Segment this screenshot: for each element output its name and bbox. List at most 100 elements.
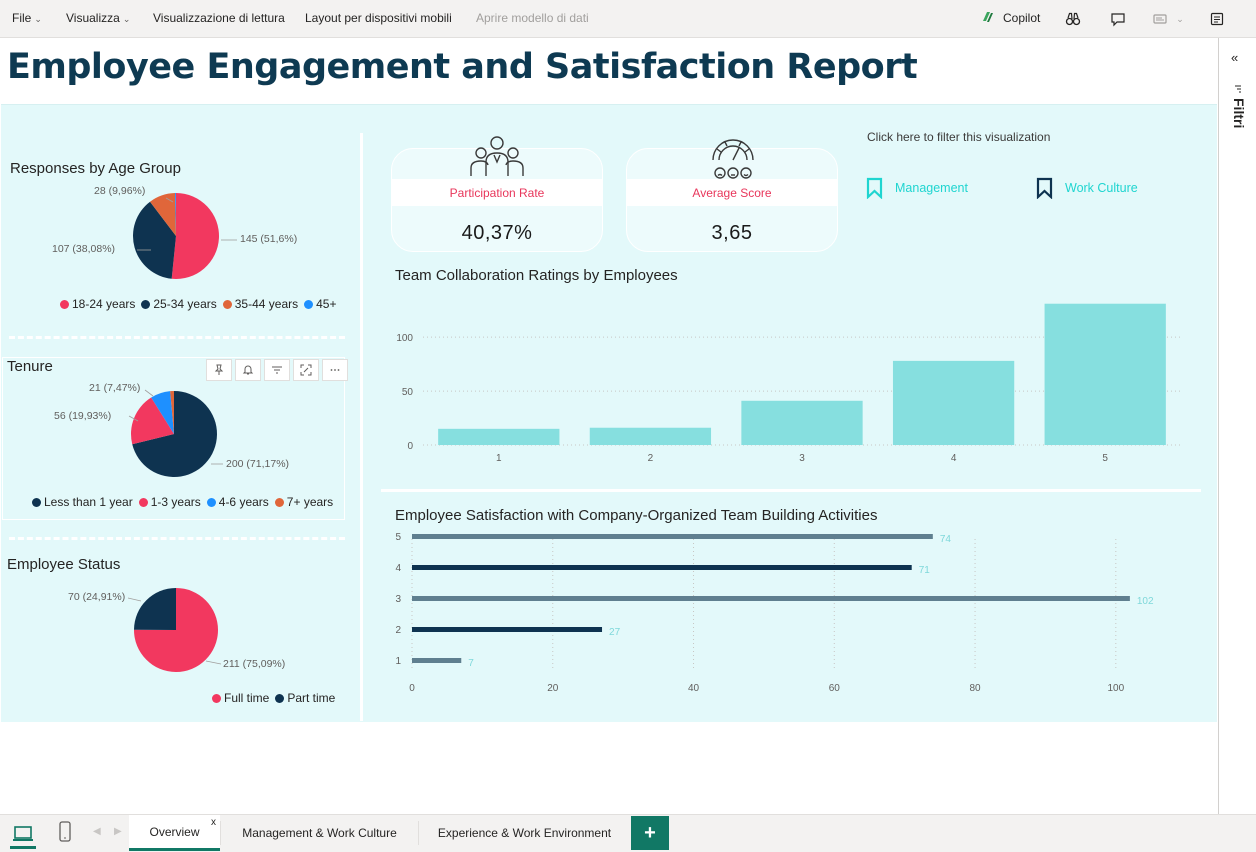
teambuilding-chart-title: Employee Satisfaction with Company-Organ… (395, 507, 878, 524)
menu-view-label: Visualizza (66, 11, 120, 25)
tenure-pie-slice[interactable] (131, 397, 174, 445)
status-pie-slice[interactable] (134, 588, 176, 630)
bookmark-icon (1036, 177, 1053, 199)
top-menu-bar: File ⌄ Visualizza ⌄ Visualizzazione di let… (0, 0, 1256, 38)
legend-item[interactable]: 45+ (304, 297, 336, 311)
menu-file-label: File (12, 11, 32, 25)
tenure-pie-slice[interactable] (132, 391, 217, 477)
panel-icon[interactable] (1207, 9, 1227, 29)
binoculars-icon[interactable] (1063, 9, 1083, 29)
status-chart-svg[interactable] (1, 105, 351, 725)
legend-item[interactable]: 4-6 years (206, 495, 269, 509)
kpi-label-band (392, 179, 602, 206)
bar[interactable] (741, 400, 863, 445)
column-divider (360, 133, 363, 721)
x-tick-label: 80 (969, 683, 981, 694)
bar[interactable] (892, 360, 1015, 445)
legend-dot (138, 497, 148, 507)
y-tick-label: 0 (407, 441, 413, 452)
scroll-right-icon[interactable]: ▶ (114, 826, 122, 837)
bar[interactable] (412, 596, 1130, 601)
focus-mode-icon[interactable] (293, 359, 319, 381)
menu-open-data-model[interactable]: Aprire modello di dati (476, 11, 589, 25)
legend-item[interactable]: Less than 1 year (32, 495, 133, 509)
pin-icon[interactable] (206, 359, 232, 381)
work-culture-bookmark-button[interactable]: Work Culture (1036, 177, 1138, 199)
view-options-icon[interactable]: ⌄ (1150, 9, 1186, 29)
legend-dot (275, 693, 285, 703)
page-title: Employee Engagement and Satisfaction Rep… (7, 47, 918, 87)
x-tick-label: 3 (799, 453, 805, 464)
legend-dot (222, 299, 232, 309)
tenure-pie-slice[interactable] (151, 391, 174, 434)
legend-item[interactable]: Full time (212, 691, 269, 705)
tenure-label-4-6: 21 (7,47%) (89, 382, 141, 394)
scroll-left-icon[interactable]: ◀ (93, 826, 101, 837)
legend-label: 7+ years (286, 495, 334, 509)
age-pie-slice[interactable] (175, 193, 176, 236)
age-chart-svg[interactable] (1, 105, 351, 725)
bar[interactable] (438, 428, 560, 445)
legend-item[interactable]: 25-34 years (141, 297, 217, 311)
tab-experience-work-environment[interactable]: Experience & Work Environment (437, 826, 612, 840)
bell-icon[interactable] (235, 359, 261, 381)
tenure-visual-frame[interactable] (2, 357, 345, 520)
copilot-icon (980, 9, 996, 25)
x-tick-label: 20 (547, 683, 559, 694)
participation-rate-card[interactable]: Participation Rate 40,37% (391, 148, 603, 252)
menu-file[interactable]: File ⌄ (12, 11, 42, 25)
tenure-chart-svg[interactable] (1, 105, 351, 725)
bar[interactable] (412, 658, 462, 663)
bar[interactable] (589, 427, 712, 445)
title-band: Employee Engagement and Satisfaction Rep… (1, 39, 1217, 105)
management-bookmark-button[interactable]: Management (866, 177, 968, 199)
filters-pane[interactable]: « Filtri (1218, 38, 1256, 814)
legend-item[interactable]: 7+ years (274, 495, 334, 509)
legend-label: 35-44 years (234, 297, 299, 311)
tab-overview[interactable]: Overview x (129, 815, 220, 851)
y-tick-label: 50 (402, 387, 414, 398)
age-pie-slice[interactable] (133, 201, 176, 279)
filter-icon[interactable] (264, 359, 290, 381)
work-culture-bookmark-label: Work Culture (1065, 181, 1138, 195)
legend-label: 4-6 years (218, 495, 269, 509)
legend-dot (212, 693, 221, 703)
bar[interactable] (412, 534, 933, 539)
legend-item[interactable]: 1-3 years (138, 495, 201, 509)
tenure-label-1-3: 56 (19,93%) (54, 410, 112, 422)
status-label-part-time: 70 (24,91%) (68, 591, 126, 603)
teambuilding-bar-chart[interactable]: 0 20 40 60 80 100 1 7 2 27 3 102 4 71 5 74 (381, 533, 1201, 713)
section-divider (9, 537, 345, 540)
comment-icon[interactable] (1108, 9, 1128, 29)
age-pie-slice[interactable] (150, 193, 176, 236)
more-options-icon[interactable] (322, 359, 348, 381)
legend-item[interactable]: 18-24 years (60, 297, 135, 311)
copilot-label: Copilot (1003, 11, 1041, 25)
bar[interactable] (412, 627, 603, 632)
tab-management-work-culture[interactable]: Management & Work Culture (242, 826, 397, 840)
legend-item[interactable]: 35-44 years (222, 297, 299, 311)
menu-view[interactable]: Visualizza ⌄ (66, 11, 130, 25)
bookmark-icon (866, 177, 883, 199)
tenure-pie-slice[interactable] (170, 391, 174, 434)
close-tab-icon[interactable]: x (211, 817, 216, 828)
add-page-button[interactable]: + (631, 816, 669, 850)
desktop-layout-icon[interactable] (10, 821, 36, 847)
age-pie-slice[interactable] (171, 193, 219, 279)
collapse-filters-icon[interactable]: « (1231, 50, 1239, 65)
bar[interactable] (412, 565, 912, 570)
section-divider (9, 336, 345, 339)
collab-bar-chart[interactable]: 0 50 100 1 2 3 4 5 (381, 290, 1201, 470)
bar[interactable] (1044, 303, 1166, 445)
legend-item[interactable]: Part time (275, 691, 335, 705)
age-legend: 18-24 years 25-34 years 35-44 years 45+ (60, 297, 342, 311)
age-pie (133, 193, 219, 279)
satisfaction-gauge-icon (712, 139, 754, 179)
phone-layout-icon[interactable] (58, 821, 76, 845)
chart-divider (381, 489, 1201, 492)
copilot-button[interactable]: Copilot (980, 9, 1040, 25)
menu-mobile-layout[interactable]: Layout per dispositivi mobili (305, 11, 452, 25)
average-score-card[interactable]: Average Score 3,65 (626, 148, 838, 252)
report-canvas: Responses by Age Group 28 (9,96%) 107 (3… (1, 104, 1217, 722)
menu-reading-view[interactable]: Visualizzazione di lettura (153, 11, 285, 25)
